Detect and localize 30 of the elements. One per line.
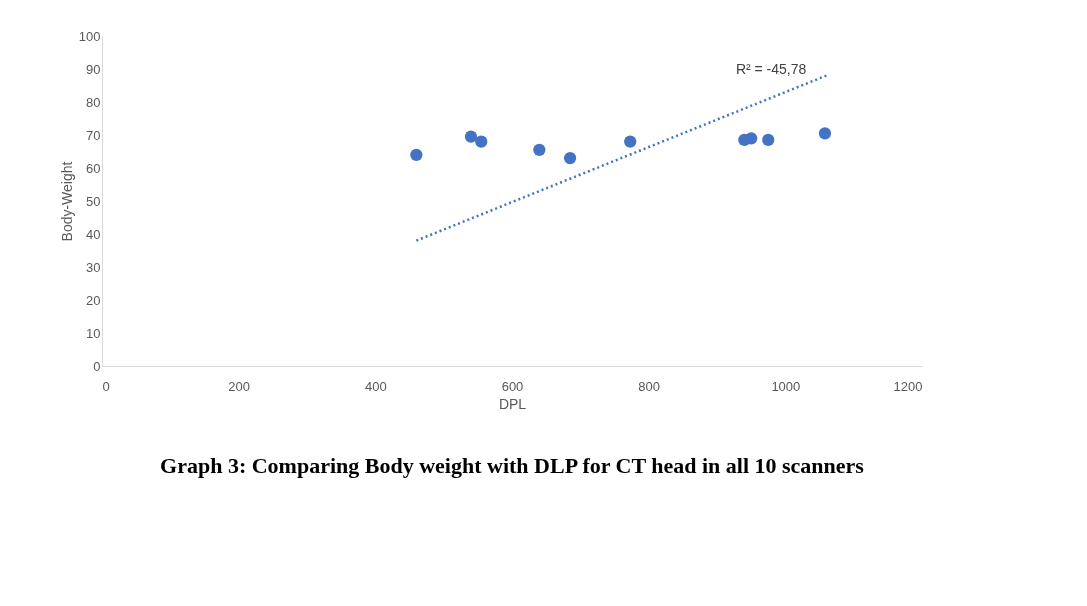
annotation: R² = -45,78	[735, 60, 807, 77]
y-tick-label: 0	[93, 358, 101, 374]
x-tick-label: 800	[638, 378, 661, 394]
point	[624, 135, 637, 148]
x-tick-label: 400	[364, 378, 387, 394]
y-tick-label: 60	[86, 160, 101, 176]
y-tick-label: 20	[86, 292, 101, 308]
point	[762, 133, 775, 147]
y-tick-label: 10	[86, 325, 101, 341]
y-tick-label: 80	[86, 94, 101, 110]
y-tick-label: 50	[86, 193, 101, 209]
y-tick-label: 30	[86, 259, 101, 275]
x-tick-label: 200	[228, 378, 251, 394]
point	[475, 135, 488, 148]
point	[563, 151, 577, 165]
y-tick-label: 70	[86, 127, 101, 143]
x-tick-label: 1200	[893, 378, 923, 394]
y-axis-title: Body-Weight	[58, 161, 75, 242]
y-tick-label: 100	[78, 28, 101, 44]
x-axis-title: DPL	[498, 395, 527, 412]
y-tick-label: 40	[86, 226, 101, 242]
point	[818, 127, 832, 140]
text: Graph 3: Comparing Body weight with DLP for CT head in all 10 scanners	[160, 453, 865, 478]
point	[533, 143, 546, 156]
point	[464, 130, 478, 143]
point	[410, 148, 423, 161]
point	[745, 132, 758, 145]
y-tick-label: 90	[86, 61, 101, 77]
x-tick-label: 1000	[771, 378, 801, 394]
x-tick-label: 600	[501, 378, 524, 394]
